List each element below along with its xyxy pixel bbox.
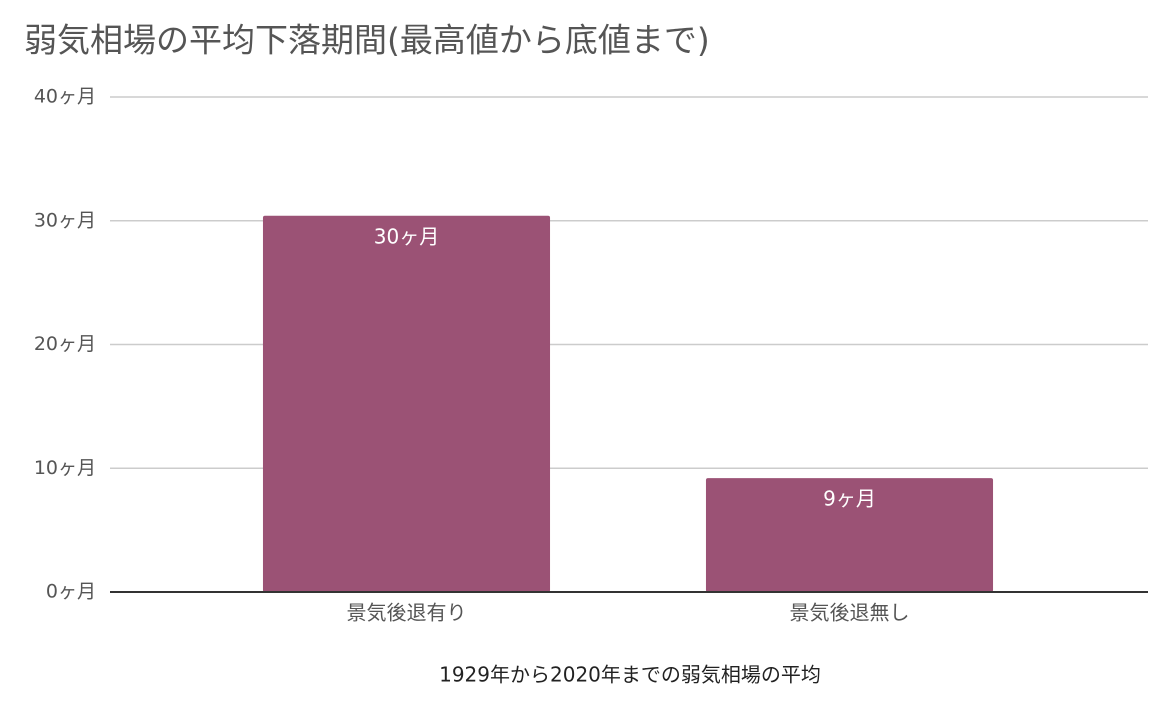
y-tick-label: 30ヶ月: [34, 209, 96, 231]
x-tick-label: 景気後退無し: [790, 601, 910, 625]
chart-title: 弱気相場の平均下落期間(最高値から底値まで): [24, 21, 710, 60]
data-label: 30ヶ月: [374, 224, 439, 248]
x-tick-label: 景気後退有り: [347, 601, 467, 625]
y-tick-label: 40ヶ月: [34, 86, 96, 108]
bar: [262, 215, 551, 593]
y-tick-label: 0ヶ月: [46, 581, 96, 603]
data-label: 9ヶ月: [823, 487, 876, 511]
y-tick-label: 10ヶ月: [34, 457, 96, 479]
x-axis-title: 1929年から2020年までの弱気相場の平均: [439, 663, 821, 687]
y-tick-label: 20ヶ月: [34, 333, 96, 355]
bar: [705, 478, 994, 592]
